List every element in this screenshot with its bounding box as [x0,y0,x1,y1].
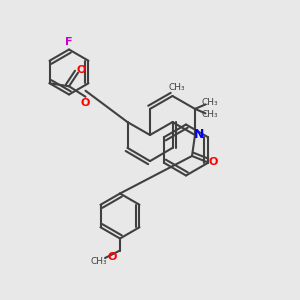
Text: CH₃: CH₃ [91,256,107,266]
Text: CH₃: CH₃ [202,98,218,107]
Text: F: F [65,37,73,47]
Text: CH₃: CH₃ [169,82,185,91]
Text: CH₃: CH₃ [202,110,218,119]
Text: O: O [108,251,117,262]
Text: O: O [76,65,86,75]
Text: O: O [208,157,218,167]
Text: O: O [81,98,90,108]
Text: N: N [194,128,204,142]
